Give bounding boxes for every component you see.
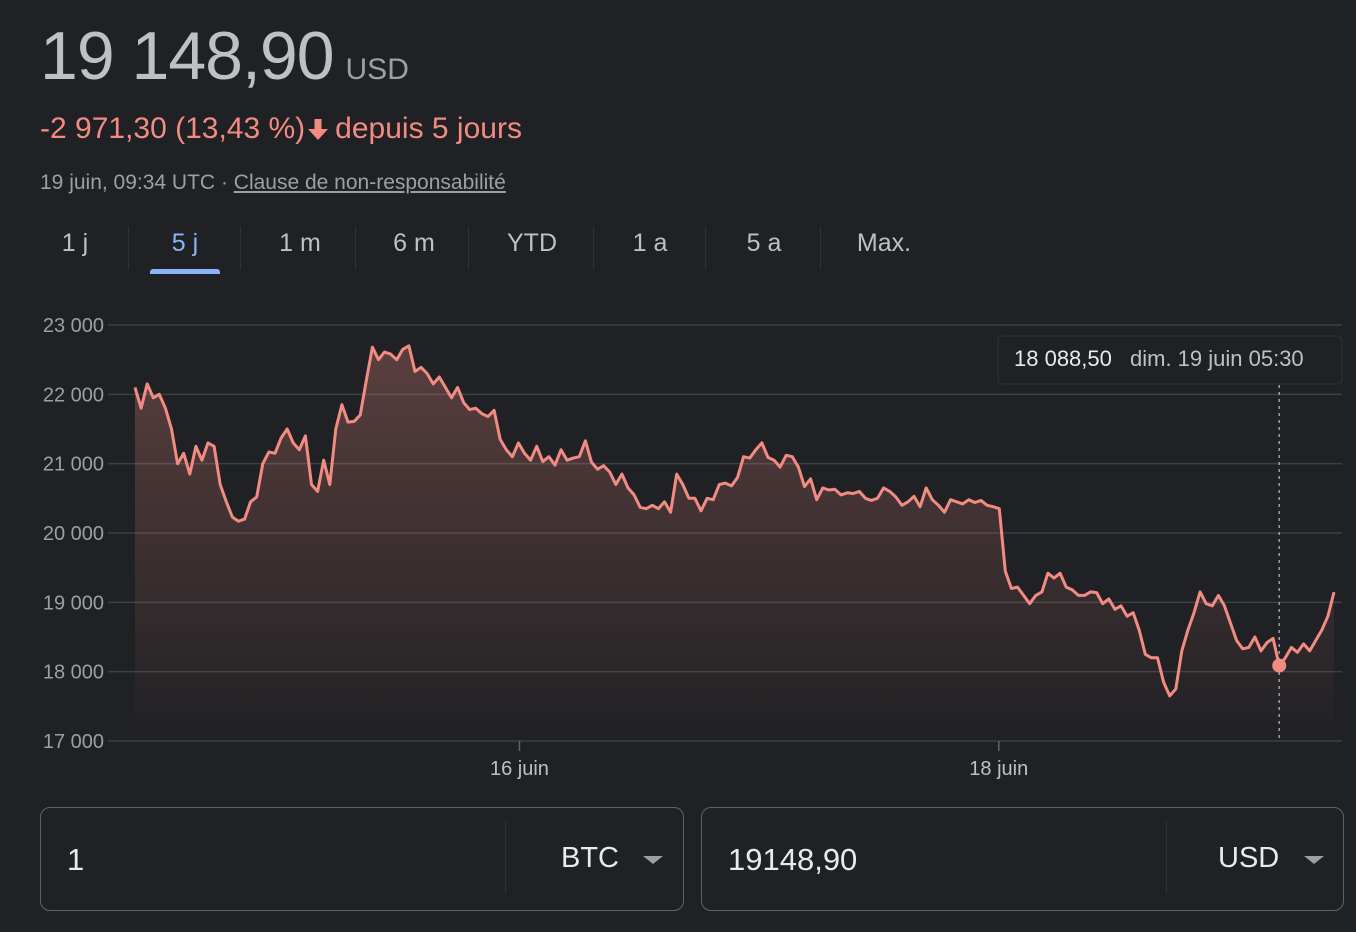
tab-divider (593, 226, 594, 270)
series-area (135, 345, 1334, 741)
active-tab-indicator (150, 269, 220, 274)
series-line (133, 344, 1336, 698)
tab-divider (705, 226, 706, 270)
y-tick-label: 20 000 (43, 523, 104, 545)
y-tick-label: 19 000 (43, 592, 104, 614)
tooltip-box (997, 335, 1343, 385)
timestamp: 19 juin, 09:34 UTC (40, 171, 216, 194)
tab-label: 1 a (632, 229, 668, 257)
converter-divider (505, 822, 506, 894)
from-currency-select[interactable]: BTC (561, 842, 619, 874)
tab-ytd[interactable]: YTD (490, 222, 574, 274)
price-header: 19 148,90 USD (40, 22, 409, 90)
y-tick-label: 23 000 (43, 315, 104, 337)
tab-1-day[interactable]: 1 j (40, 222, 110, 274)
tab-label: 1 j (61, 229, 89, 257)
hover-point (1272, 658, 1287, 673)
caret-down-icon[interactable] (1304, 856, 1324, 864)
change-period: depuis 5 jours (335, 112, 522, 145)
current-price: 19 148,90 (40, 18, 335, 94)
tab-max[interactable]: Max. (842, 222, 926, 274)
caret-down-icon[interactable] (643, 856, 663, 864)
tab-1-year[interactable]: 1 a (614, 222, 686, 274)
range-tabs: 1 j 5 j 1 m 6 m YTD 1 a 5 a Max. (0, 222, 960, 274)
tab-label: YTD (507, 229, 557, 257)
tab-divider (355, 226, 356, 270)
tab-5-years[interactable]: 5 a (726, 222, 802, 274)
converted-amount-input[interactable]: 19148,90 (728, 842, 858, 877)
tab-label: 1 m (279, 229, 321, 257)
tab-label: Max. (856, 229, 912, 257)
tab-divider (240, 226, 241, 270)
price-chart[interactable]: 23 000 22 000 21 000 20 000 19 000 18 000 17 0… (0, 300, 1356, 790)
tab-label: 6 m (393, 229, 435, 257)
tab-label: 5 j (171, 229, 199, 257)
price-change: -2 971,30 (13,43 %) depuis 5 jours (40, 112, 522, 146)
disclaimer-link[interactable]: Clause de non-responsabilité (233, 171, 506, 194)
arrow-down-icon (307, 117, 329, 141)
tab-divider (128, 226, 129, 270)
tab-1-month[interactable]: 1 m (262, 222, 338, 274)
tab-divider (468, 226, 469, 270)
meta-separator: · (215, 171, 234, 194)
change-value: -2 971,30 (13,43 %) (40, 112, 306, 145)
y-tick-label: 22 000 (43, 384, 104, 406)
x-tick-label: 16 juin (490, 758, 549, 780)
y-tick-label: 17 000 (43, 731, 104, 753)
tab-5-days[interactable]: 5 j (150, 222, 220, 274)
converter-to: 19148,90 USD (701, 807, 1344, 911)
tab-6-months[interactable]: 6 m (376, 222, 452, 274)
price-currency: USD (345, 53, 409, 86)
y-tick-label: 21 000 (43, 454, 104, 476)
timestamp-line: 19 juin, 09:34 UTC · Clause de non-respo… (40, 171, 506, 195)
y-tick-label: 18 000 (43, 662, 104, 684)
x-tick-label: 18 juin (969, 758, 1028, 780)
to-currency-select[interactable]: USD (1218, 842, 1280, 874)
tab-divider (820, 226, 821, 270)
tab-label: 5 a (746, 229, 782, 257)
tooltip-time: dim. 19 juin 05:30 (1130, 346, 1304, 371)
tooltip-value: 18 088,50 (1014, 346, 1112, 371)
converter-from: 1 BTC (40, 807, 684, 911)
amount-input[interactable]: 1 (67, 842, 85, 877)
converter-divider (1166, 822, 1167, 894)
